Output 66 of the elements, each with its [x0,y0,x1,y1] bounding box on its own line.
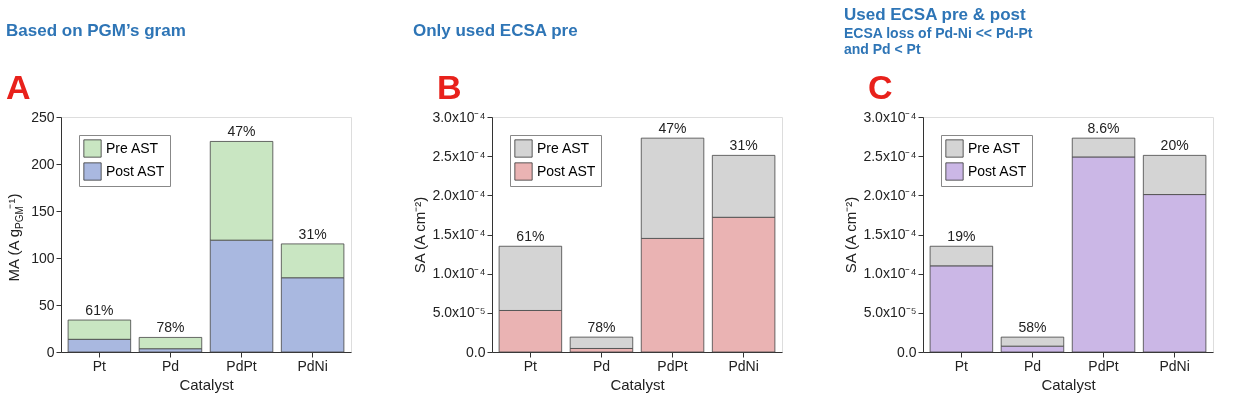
chart-title: Used ECSA pre & post [843,5,1026,24]
x-tick-label: Pd [161,357,180,374]
y-tick-label: 100 [31,249,55,266]
annotation: 19% [947,228,976,245]
y-tick-label: 3.0x10⁻⁴ [432,108,486,125]
bar [138,337,203,350]
x-tick-label: PdPt [1088,357,1119,374]
bar [569,336,634,349]
y-tick-label: 1.5x10⁻⁴ [432,226,486,242]
y-tick-label: 0.0 [466,343,486,360]
chart-title: Only used ECSA pre [412,21,578,40]
annotation: 58% [1018,319,1047,336]
annotation: 61% [516,228,545,245]
annotation: 61% [85,302,114,319]
annotation: 31% [298,225,327,242]
x-tick-label: PdPt [657,357,688,374]
y-tick-label: 200 [31,155,55,172]
text: A [6,68,31,106]
y-tick-label: 250 [31,108,55,125]
x-tick-label: PdPt [226,357,257,374]
annotation: 47% [227,123,256,140]
y-tick-label: 1.0x10⁻⁴ [863,265,917,282]
annotation: 78% [587,319,616,336]
x-tick-label: Pd [592,357,611,374]
text: ECSA loss of Pd-Ni << Pd-Pt [843,25,1033,41]
y-tick-label: 0.0 [897,343,917,360]
legend-label: Post AST [968,162,1027,179]
legend-label: Pre AST [106,139,159,156]
y-tick-label: 2.5x10⁻⁴ [432,147,486,164]
chart-title: Based on PGM’s gram [6,21,186,40]
annotation: 8.6% [1087,120,1120,137]
annotation: 20% [1160,137,1189,154]
y-axis-title: MA (A gPGM⁻¹) [5,193,25,282]
annotation: 31% [729,137,758,154]
text: B [437,68,462,106]
y-axis-title: SA (A cm⁻²) [842,196,860,274]
x-tick-label: Pd [1023,357,1042,374]
y-tick-label: 50 [38,296,55,313]
y-tick-label: 1.0x10⁻⁴ [432,265,486,282]
legend-label: Pre AST [537,139,590,156]
legend-label: Post AST [106,162,165,179]
y-tick-label: 5.0x10⁻⁵ [432,304,486,321]
x-tick-label: Pt [92,357,107,374]
x-tick-label: PdNi [728,357,759,374]
y-tick-label: 0 [46,343,55,360]
x-tick-label: Pt [954,357,969,374]
y-tick-label: 3.0x10⁻⁴ [863,108,917,125]
y-tick-label: 1.5x10⁻⁴ [863,226,917,242]
x-axis-title: Catalyst [179,375,235,393]
y-axis-title: SA (A cm⁻²) [411,196,429,274]
y-tick-label: 2.0x10⁻⁴ [863,186,917,203]
text: and Pd < Pt [843,41,921,57]
x-tick-label: PdNi [1159,357,1190,374]
y-tick-label: 5.0x10⁻⁵ [863,304,917,321]
annotation: 78% [156,319,185,336]
y-tick-label: 150 [31,202,55,219]
x-axis-title: Catalyst [1041,375,1097,393]
x-axis-title: Catalyst [610,375,666,393]
y-tick-label: 2.5x10⁻⁴ [863,147,917,164]
legend-label: Post AST [537,162,596,179]
annotation: 47% [658,120,687,137]
x-tick-label: PdNi [297,357,328,374]
legend-label: Pre AST [968,139,1021,156]
x-tick-label: Pt [523,357,538,374]
text: C [868,68,893,106]
y-tick-label: 2.0x10⁻⁴ [432,186,486,203]
